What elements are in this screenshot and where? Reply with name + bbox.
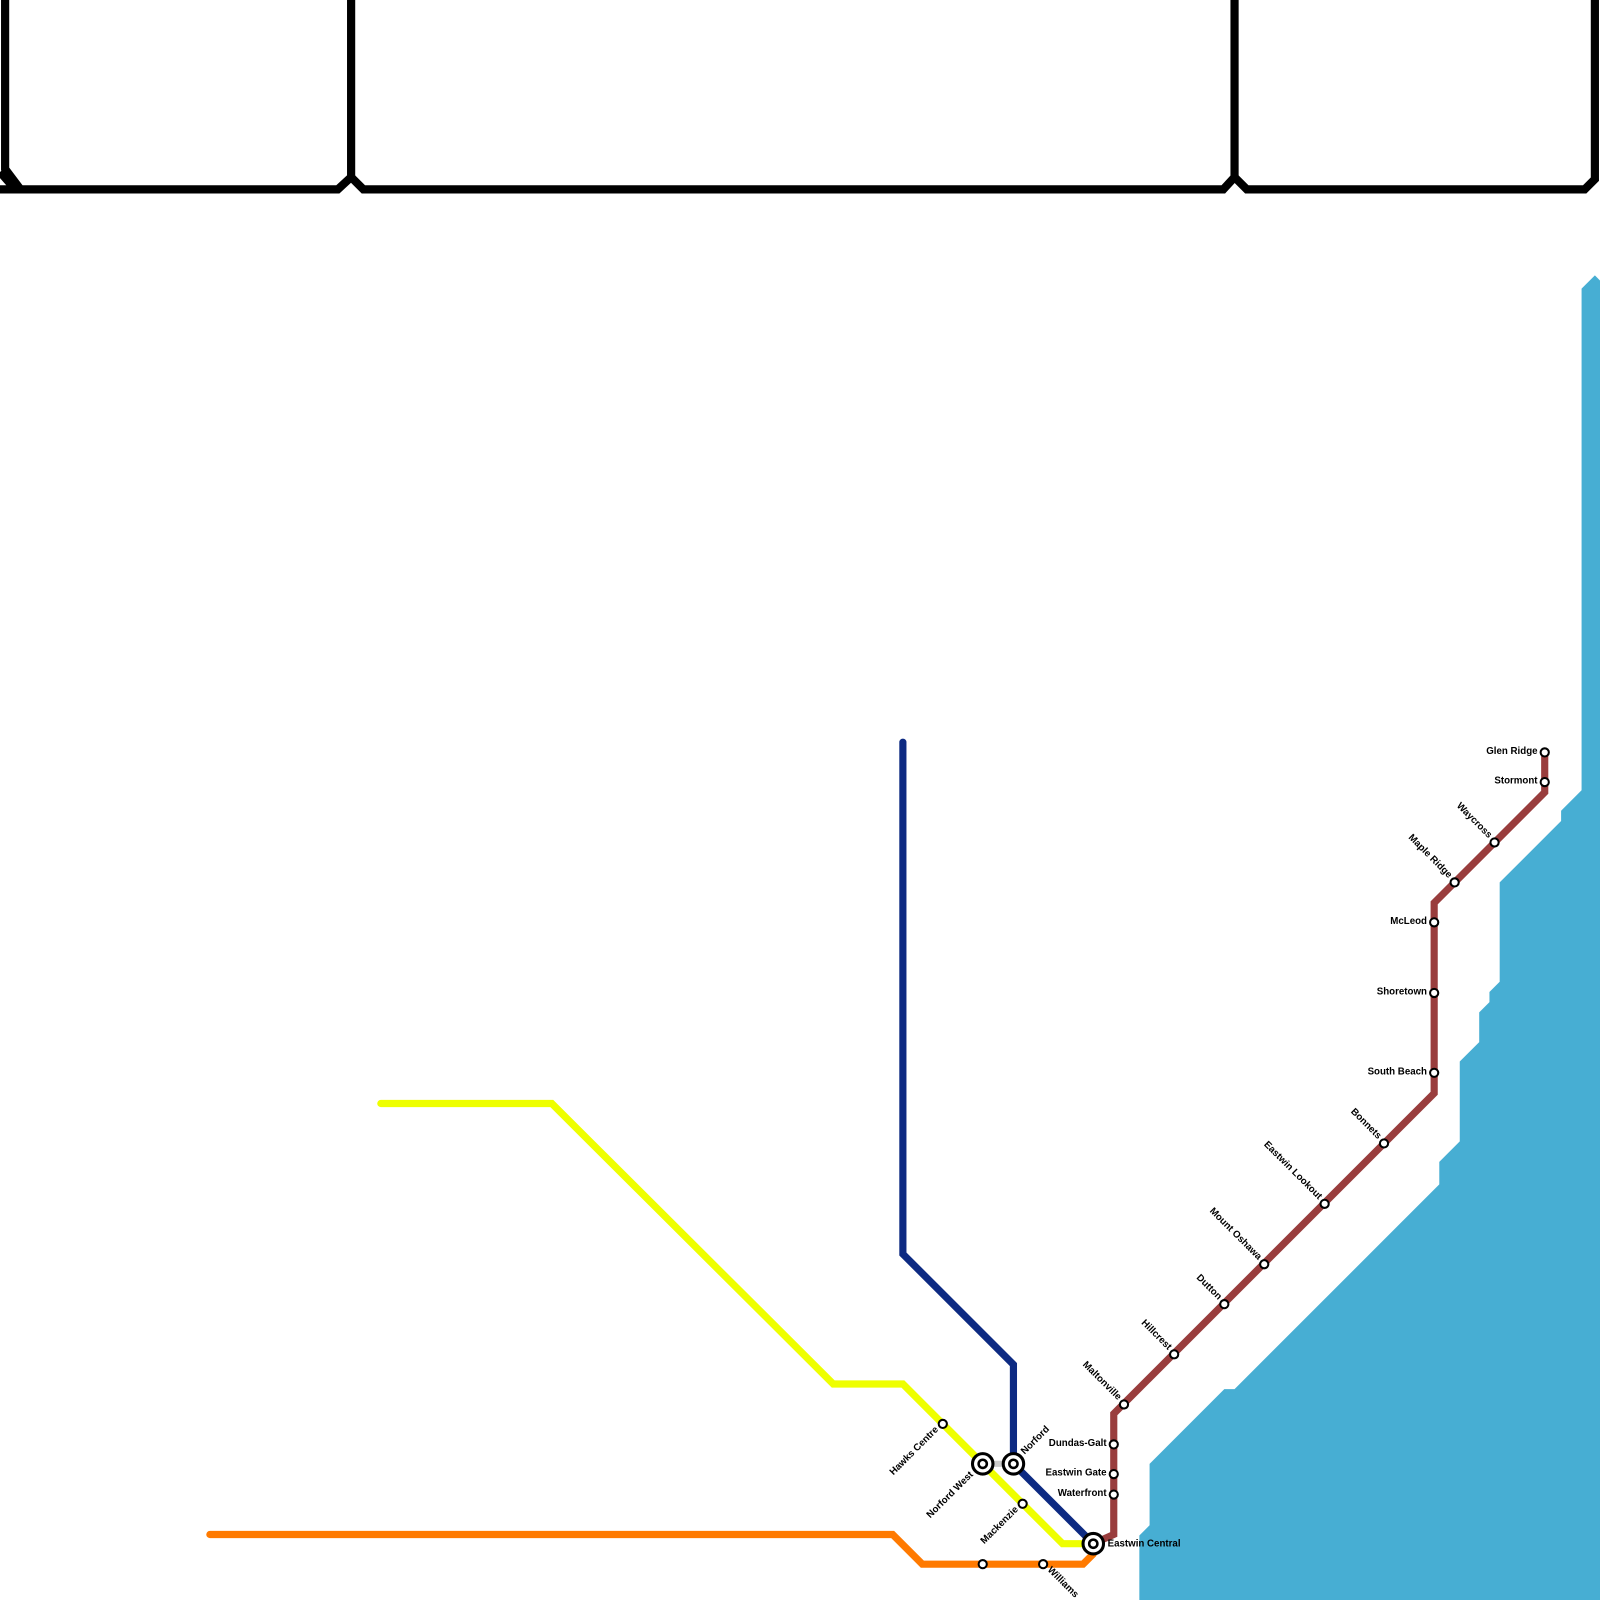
- station-label: Mount Oshawa: [1207, 1206, 1264, 1263]
- station-label: Maltonville: [1080, 1359, 1124, 1403]
- station: [1429, 917, 1440, 928]
- yellow-line: [377, 1099, 1097, 1548]
- station-label: Hillcrest: [1139, 1318, 1174, 1353]
- station: [1429, 987, 1440, 999]
- station-label: Williams: [1045, 1565, 1081, 1600]
- station-label: Eastwin Central: [1108, 1538, 1181, 1549]
- station: [1489, 837, 1500, 848]
- station: [1108, 1489, 1119, 1500]
- orange-line: [206, 1530, 1097, 1568]
- station: [1108, 1468, 1119, 1480]
- station: [1038, 1559, 1049, 1570]
- station-label: Eastwin Gate: [1046, 1468, 1108, 1479]
- station: [977, 1559, 988, 1570]
- station-label: Norford West: [925, 1469, 977, 1521]
- station-label: Maple Ridge: [1406, 832, 1455, 881]
- station: [1429, 1067, 1440, 1078]
- blue-line: [899, 738, 1097, 1548]
- red-line: [1089, 748, 1549, 1548]
- interchange-core: [977, 1458, 989, 1470]
- station-label: Stormont: [1494, 776, 1538, 787]
- station-label: Mackenzie: [979, 1504, 1022, 1547]
- station: [937, 1418, 948, 1430]
- frame-panel: [1, 0, 356, 194]
- frame-corner: [0, 169, 21, 194]
- station: [1118, 1399, 1130, 1410]
- station-label: McLeod: [1390, 916, 1427, 927]
- station-label: Eastwin Lookout: [1261, 1139, 1324, 1202]
- station: [1378, 1138, 1390, 1149]
- station: [1449, 877, 1460, 888]
- frame-panel: [1231, 0, 1599, 194]
- header-frame: [0, 0, 1599, 194]
- station-label: Norford: [1019, 1424, 1052, 1457]
- station-label: Waycross: [1454, 801, 1494, 841]
- frame-panel: [348, 0, 1239, 194]
- station: [1017, 1498, 1028, 1509]
- station: [1319, 1198, 1330, 1209]
- station-label: Hawks Centre: [888, 1424, 942, 1478]
- station-label: Waterfront: [1058, 1488, 1108, 1499]
- station-label: Bonnets: [1348, 1106, 1383, 1141]
- interchange-core: [1087, 1538, 1099, 1550]
- station: [1539, 776, 1550, 788]
- station: [1539, 747, 1550, 758]
- interchange-core: [1008, 1458, 1019, 1470]
- station: [1219, 1299, 1230, 1310]
- station-label: Glen Ridge: [1486, 746, 1538, 757]
- station: [1108, 1439, 1119, 1450]
- station-label: Dundas-Galt: [1049, 1438, 1108, 1449]
- station-label: Dutton: [1194, 1272, 1224, 1302]
- water: [1139, 275, 1600, 1600]
- station: [1259, 1259, 1270, 1270]
- station: [1169, 1349, 1180, 1360]
- station-label: Shoretown: [1377, 987, 1427, 998]
- station-label: South Beach: [1368, 1066, 1427, 1077]
